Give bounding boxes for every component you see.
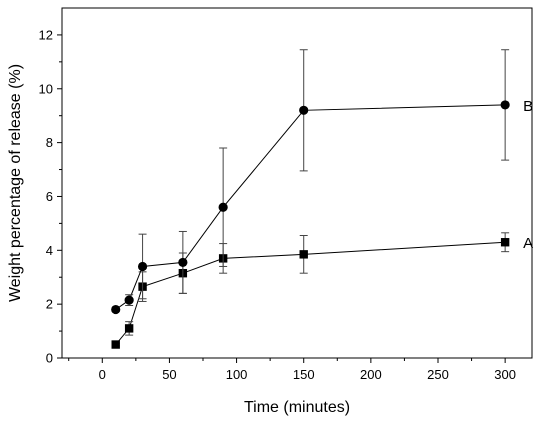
series-label: B — [523, 98, 533, 115]
series-A: A — [111, 232, 533, 349]
data-point — [299, 105, 309, 115]
plot-border — [61, 7, 533, 359]
series-layer: AB — [111, 49, 533, 349]
x-tick-label: 50 — [162, 367, 176, 382]
series-line — [115, 241, 506, 345]
series-B: B — [111, 49, 533, 315]
data-point — [178, 257, 188, 268]
x-tick-label: 300 — [494, 367, 516, 382]
y-tick-label: 6 — [46, 189, 53, 204]
data-point — [500, 100, 510, 110]
y-tick-label: 0 — [46, 351, 53, 366]
data-point — [124, 324, 134, 333]
x-axis: 0 50 100 150 200 250 300 — [68, 358, 516, 382]
y-axis: 0 2 4 6 8 10 12 — [39, 27, 62, 366]
data-point — [137, 261, 148, 272]
x-tick-label: 0 — [99, 367, 106, 382]
data-point — [111, 304, 121, 315]
plot-frame — [61, 7, 533, 359]
y-tick-label: 2 — [46, 297, 53, 312]
series-label: A — [523, 235, 533, 252]
y-tick-label: 4 — [46, 243, 53, 258]
data-point — [111, 340, 120, 349]
y-tick-label: 8 — [46, 135, 53, 150]
data-point — [124, 295, 134, 305]
y-tick-label: 10 — [39, 81, 53, 96]
data-point — [299, 250, 308, 259]
y-tick-label: 12 — [39, 27, 53, 42]
x-axis-title: Time (minutes) — [244, 399, 350, 416]
y-axis-title: Weight percentage of release (%) — [7, 64, 24, 302]
data-point — [218, 202, 228, 212]
x-tick-label: 200 — [360, 367, 382, 382]
x-tick-label: 250 — [427, 367, 449, 382]
x-tick-label: 150 — [293, 367, 315, 382]
series-line — [115, 104, 506, 310]
x-tick-label: 100 — [226, 367, 248, 382]
data-point — [500, 238, 510, 247]
